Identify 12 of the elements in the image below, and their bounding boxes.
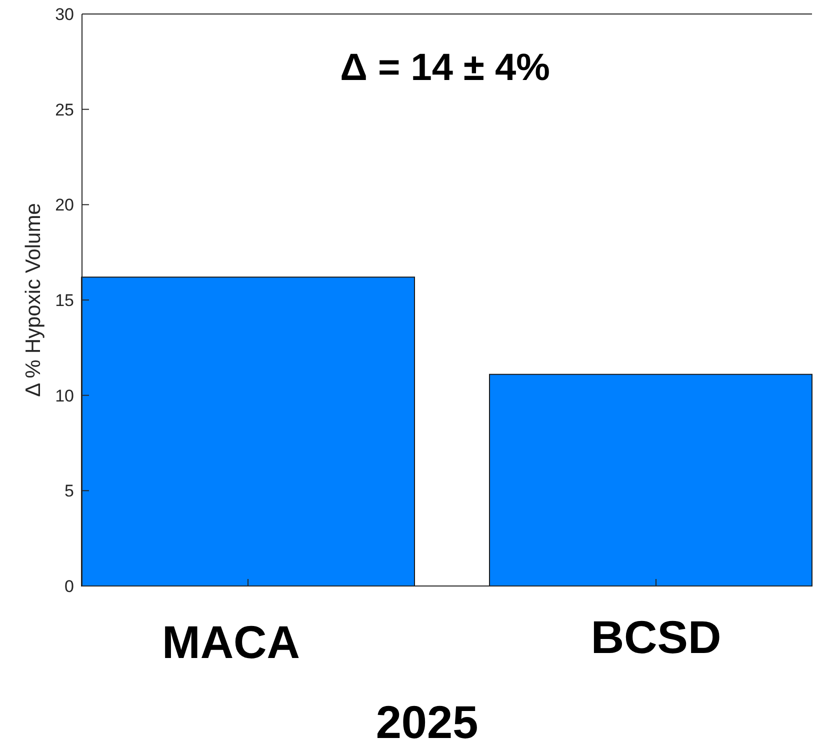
y-tick-label: 10 [55, 386, 74, 406]
y-tick-label: 30 [55, 4, 74, 24]
y-tick-label: 5 [64, 482, 74, 501]
x-tick-label: BCSD [590, 611, 722, 663]
x-axis-title: 2025 [376, 696, 478, 747]
y-axis-title: Δ % Hypoxic Volume [22, 203, 45, 397]
y-tick-label: 20 [55, 196, 74, 215]
x-tick-label: MACA [162, 616, 300, 668]
y-tick-label: 15 [55, 290, 74, 310]
y-tick-label: 0 [64, 576, 74, 596]
annotation: Δ = 14 ± 4% [340, 47, 550, 89]
y-tick-label: 25 [55, 100, 74, 120]
